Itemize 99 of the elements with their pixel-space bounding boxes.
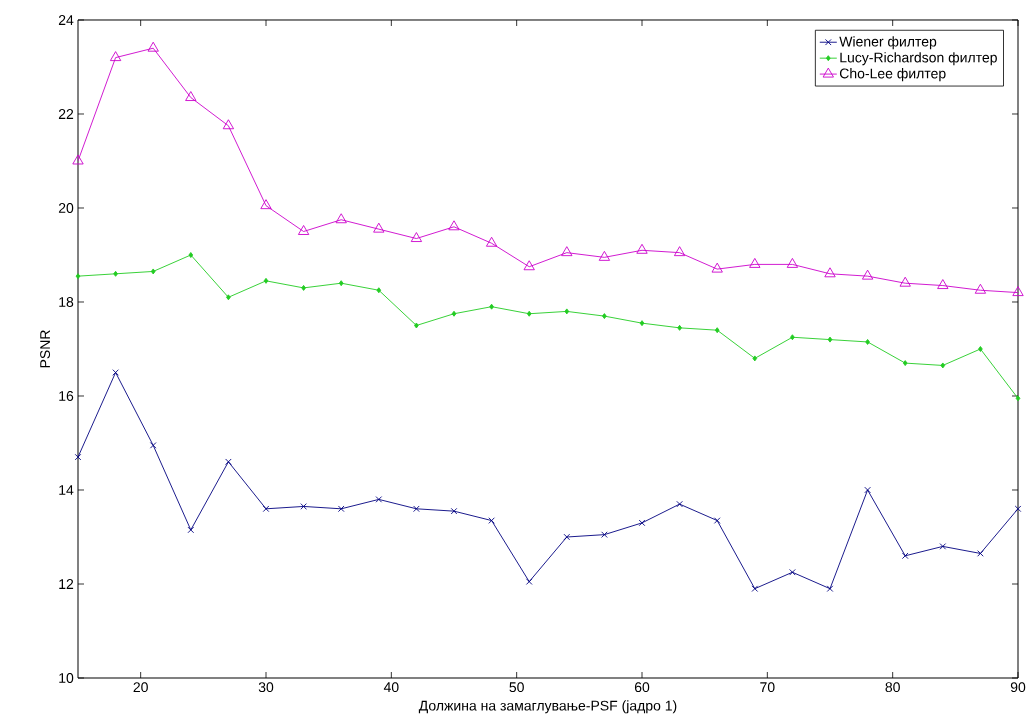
x-tick-label: 20 bbox=[133, 682, 148, 693]
point bbox=[598, 250, 611, 261]
point bbox=[676, 500, 683, 508]
point bbox=[827, 336, 833, 343]
point bbox=[977, 550, 984, 557]
point bbox=[749, 257, 761, 268]
point bbox=[638, 519, 646, 527]
point bbox=[561, 246, 573, 257]
point bbox=[861, 269, 874, 280]
point bbox=[448, 220, 460, 231]
point bbox=[901, 552, 909, 560]
x-axis-title: Должина на замаглување-PSF (јадро 1) bbox=[418, 700, 677, 714]
point bbox=[112, 369, 119, 376]
point bbox=[109, 51, 122, 62]
y-tick-label: 12 bbox=[59, 579, 74, 589]
point bbox=[375, 496, 383, 503]
point bbox=[301, 284, 306, 291]
point bbox=[636, 243, 648, 254]
x-tick-label: 80 bbox=[885, 682, 900, 693]
x-tick-label: 50 bbox=[509, 682, 524, 693]
y-tick-label: 24 bbox=[58, 15, 74, 25]
legend-label: Cho-Lee филтер bbox=[839, 68, 946, 82]
point bbox=[188, 252, 194, 258]
x-tick-label: 60 bbox=[634, 682, 650, 693]
x-tick-label: 90 bbox=[1010, 682, 1026, 693]
point bbox=[711, 262, 723, 273]
point bbox=[902, 360, 908, 367]
point bbox=[225, 458, 232, 466]
point bbox=[373, 222, 385, 233]
point bbox=[789, 568, 796, 576]
point bbox=[974, 283, 987, 294]
y-tick-label: 16 bbox=[59, 391, 74, 401]
point bbox=[826, 585, 834, 592]
point bbox=[525, 578, 533, 585]
point bbox=[185, 91, 197, 101]
point bbox=[450, 507, 458, 515]
point bbox=[75, 273, 81, 280]
point bbox=[414, 322, 419, 329]
point bbox=[72, 154, 84, 165]
point bbox=[714, 327, 720, 334]
point bbox=[149, 442, 157, 449]
point bbox=[262, 505, 270, 513]
point bbox=[563, 533, 571, 541]
point bbox=[824, 267, 836, 278]
point bbox=[1015, 395, 1021, 402]
point bbox=[751, 585, 759, 592]
y-tick-label: 18 bbox=[59, 297, 74, 307]
point bbox=[226, 294, 231, 301]
point bbox=[222, 119, 235, 130]
point bbox=[150, 268, 156, 275]
point bbox=[564, 308, 570, 315]
x-tick-label: 40 bbox=[383, 682, 399, 693]
point bbox=[488, 517, 495, 524]
point bbox=[74, 453, 82, 461]
point bbox=[786, 257, 799, 268]
point bbox=[485, 236, 498, 247]
point bbox=[187, 526, 195, 534]
point bbox=[601, 531, 608, 538]
point bbox=[526, 310, 532, 317]
point bbox=[1012, 286, 1024, 297]
legend-label: Lucy-Richardson филтер bbox=[840, 52, 997, 66]
point bbox=[937, 279, 949, 289]
y-tick-label: 10 bbox=[59, 673, 74, 683]
y-tick-label: 14 bbox=[59, 485, 74, 495]
point bbox=[413, 505, 420, 513]
point bbox=[940, 362, 946, 369]
point bbox=[865, 339, 870, 345]
point bbox=[639, 320, 645, 327]
y-axis-title: PSNR bbox=[40, 330, 51, 368]
point bbox=[147, 41, 159, 52]
point bbox=[113, 270, 118, 277]
point bbox=[376, 287, 382, 294]
point bbox=[899, 276, 911, 287]
point bbox=[978, 346, 983, 352]
y-tick-label: 22 bbox=[58, 109, 74, 119]
point bbox=[713, 517, 721, 524]
point bbox=[338, 280, 344, 287]
point bbox=[790, 334, 795, 341]
x-tick-label: 30 bbox=[258, 682, 274, 693]
point bbox=[677, 324, 682, 331]
point bbox=[451, 310, 457, 317]
point bbox=[260, 199, 272, 210]
x-tick-label: 70 bbox=[760, 682, 775, 693]
point bbox=[263, 277, 269, 284]
y-tick-label: 20 bbox=[58, 203, 74, 213]
point bbox=[602, 313, 607, 320]
point bbox=[297, 225, 310, 235]
point bbox=[939, 543, 947, 550]
point bbox=[752, 355, 758, 362]
point bbox=[489, 303, 494, 310]
point bbox=[335, 213, 347, 224]
point bbox=[410, 232, 423, 242]
point bbox=[523, 260, 535, 271]
point bbox=[300, 503, 307, 510]
point bbox=[864, 486, 871, 494]
point bbox=[673, 246, 686, 257]
point bbox=[337, 505, 345, 513]
point bbox=[1014, 505, 1022, 513]
legend-label: Wiener филтер bbox=[839, 36, 937, 50]
